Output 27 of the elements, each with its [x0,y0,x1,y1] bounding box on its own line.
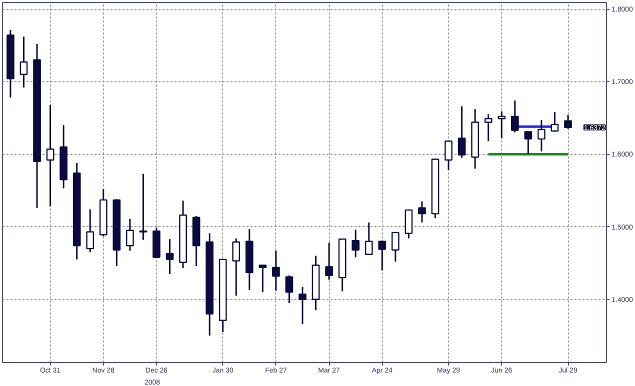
candlestick [86,208,94,253]
candlestick [166,238,174,275]
candlestick [258,264,267,293]
candlestick [510,100,519,134]
candlestick [444,140,452,171]
candlestick [498,110,506,139]
candlestick [364,222,373,256]
candlestick [298,286,306,325]
candlestick [378,240,386,272]
candlestick [272,250,280,292]
candlestick [139,173,148,241]
candlestick [564,114,572,130]
candlestick [232,238,240,296]
candlestick [46,104,54,208]
candlestick [404,208,413,240]
candlestick [458,106,466,159]
candlestick [484,114,492,142]
candlestick [538,119,546,152]
candlestick [392,231,400,262]
candlestick [418,200,426,224]
candlestick [285,274,294,304]
candlestick [126,218,134,252]
candlestick [550,111,559,132]
candlestick [325,242,333,281]
candlestick [352,228,360,258]
candlestick [20,36,28,88]
candlestick [524,130,532,155]
